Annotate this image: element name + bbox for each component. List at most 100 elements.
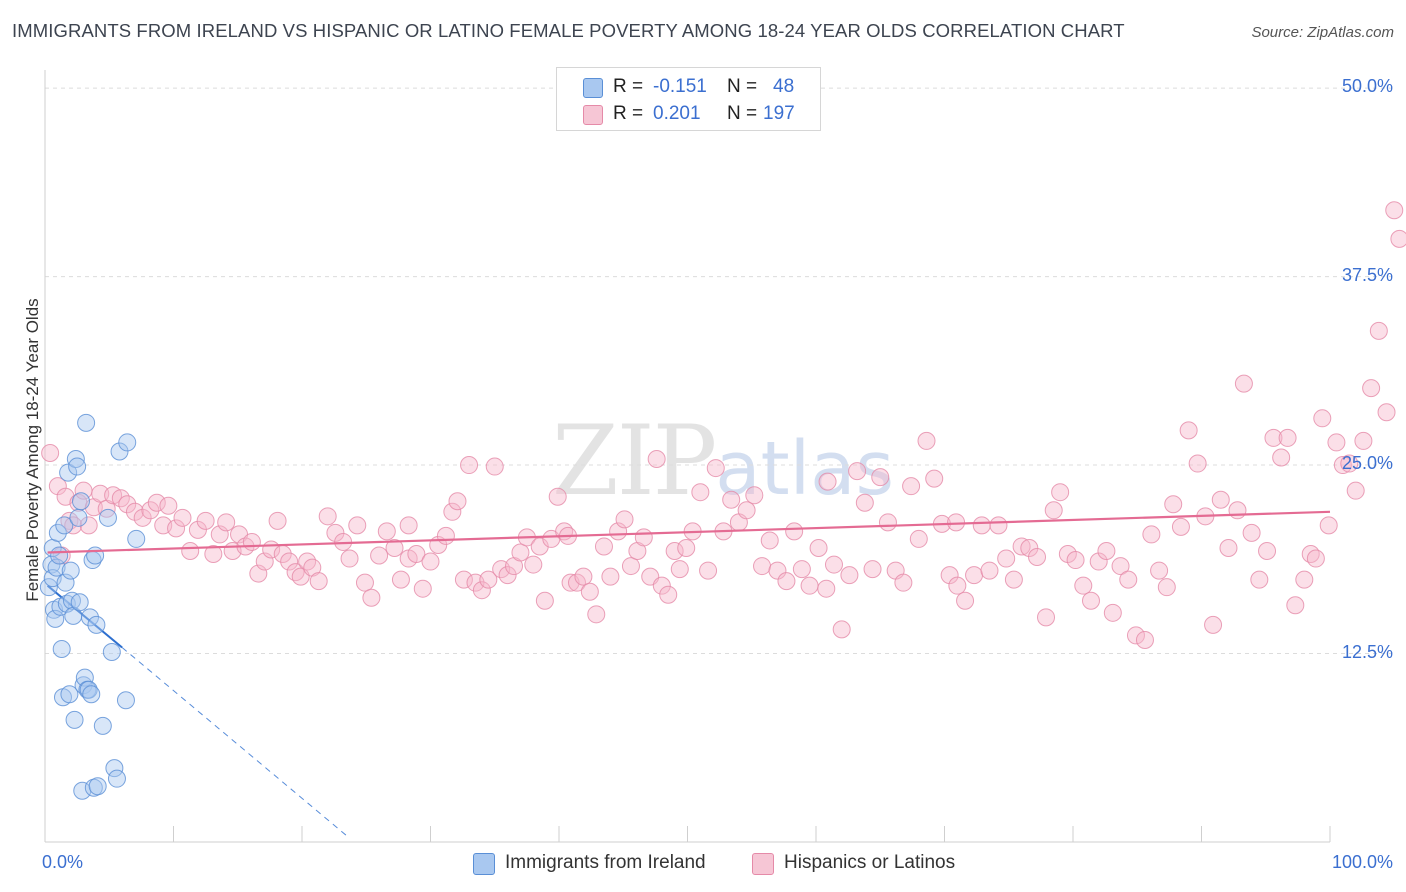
point-hispanic xyxy=(1362,379,1381,398)
point-hispanic xyxy=(580,582,599,601)
point-hispanic xyxy=(965,566,984,585)
point-hispanic xyxy=(1228,501,1247,520)
point-ireland xyxy=(80,608,99,627)
point-hispanic xyxy=(587,605,606,624)
point-hispanic xyxy=(48,477,67,496)
legend-swatch-pink xyxy=(583,105,603,125)
point-hispanic xyxy=(268,511,287,530)
point-ireland xyxy=(105,759,124,778)
point-hispanic xyxy=(785,522,804,541)
trend-lines-pink xyxy=(47,510,1331,554)
point-ireland xyxy=(55,516,74,535)
point-ireland xyxy=(61,561,80,580)
point-hispanic xyxy=(1012,537,1031,556)
point-hispanic xyxy=(413,579,432,598)
y-tick-label: 37.5% xyxy=(1341,264,1393,285)
point-hispanic xyxy=(535,591,554,610)
point-hispanic xyxy=(1354,431,1373,450)
point-hispanic xyxy=(1286,596,1305,615)
point-hispanic xyxy=(745,486,764,505)
point-hispanic xyxy=(989,516,1008,535)
point-hispanic xyxy=(454,570,473,589)
point-hispanic xyxy=(133,508,152,527)
point-hispanic xyxy=(1171,517,1190,536)
point-hispanic xyxy=(1103,603,1122,622)
point-hispanic xyxy=(443,502,462,521)
point-hispanic xyxy=(1089,552,1108,571)
point-hispanic xyxy=(407,545,426,564)
point-hispanic xyxy=(399,516,418,535)
point-hispanic xyxy=(326,523,345,542)
point-ireland xyxy=(98,508,117,527)
bottom-legend-swatch-pink xyxy=(752,853,774,875)
series-hispanics-points xyxy=(41,201,1406,649)
point-hispanic xyxy=(479,570,498,589)
point-hispanic xyxy=(147,493,166,512)
point-hispanic xyxy=(1179,421,1198,440)
point-hispanic xyxy=(956,591,975,610)
point-ireland xyxy=(56,573,75,592)
point-ireland xyxy=(70,593,89,612)
point-ireland xyxy=(110,442,129,461)
point-hispanic xyxy=(1164,495,1183,514)
point-hispanic xyxy=(385,538,404,557)
point-ireland xyxy=(87,615,106,634)
legend-n-label: N = xyxy=(727,76,758,97)
point-hispanic xyxy=(159,496,178,515)
point-hispanic xyxy=(173,508,192,527)
point-hispanic xyxy=(498,566,517,585)
legend-n-value: 197 xyxy=(763,103,795,124)
watermark: ZIPatlas xyxy=(552,405,894,517)
point-ireland xyxy=(116,691,135,710)
point-hispanic xyxy=(1150,561,1169,580)
point-ireland xyxy=(107,769,126,788)
point-ireland xyxy=(69,508,88,527)
legend-swatch-blue xyxy=(583,78,603,98)
stats-legend: R = -0.151 N = 48 R = 0.201 N = 197 xyxy=(556,67,821,131)
legend-r-value: 0.201 xyxy=(653,103,701,124)
point-hispanic xyxy=(948,576,967,595)
point-hispanic xyxy=(1234,374,1253,393)
point-hispanic xyxy=(1142,525,1161,544)
point-hispanic xyxy=(1188,454,1207,473)
point-hispanic xyxy=(792,560,811,579)
watermark-atlas: atlas xyxy=(715,426,895,512)
point-hispanic xyxy=(1126,626,1145,645)
point-hispanic xyxy=(1051,483,1070,502)
point-hispanic xyxy=(1028,548,1047,567)
point-hispanic xyxy=(840,566,859,585)
point-hispanic xyxy=(722,490,741,509)
point-hispanic xyxy=(1377,403,1396,422)
point-hispanic xyxy=(436,526,455,545)
point-ireland xyxy=(50,546,69,565)
point-hispanic xyxy=(472,581,491,600)
point-hispanic xyxy=(1242,523,1261,542)
point-hispanic xyxy=(181,541,200,560)
point-hispanic xyxy=(1319,516,1338,535)
point-ireland xyxy=(46,609,65,628)
point-hispanic xyxy=(355,573,374,592)
point-ireland xyxy=(71,492,90,511)
point-hispanic xyxy=(768,561,787,580)
point-hispanic xyxy=(1306,549,1325,568)
point-hispanic xyxy=(217,513,236,532)
point-hispanic xyxy=(1278,428,1297,447)
point-hispanic xyxy=(524,555,543,574)
point-hispanic xyxy=(460,456,479,475)
point-hispanic xyxy=(647,450,666,469)
y-tick-label: 12.5% xyxy=(1341,641,1393,662)
point-hispanic xyxy=(377,522,396,541)
point-ireland xyxy=(47,558,66,577)
point-ireland xyxy=(48,523,67,542)
point-hispanic xyxy=(601,567,620,586)
point-hispanic xyxy=(980,561,999,580)
y-tick-label: 50.0% xyxy=(1341,76,1393,97)
point-hispanic xyxy=(878,513,897,532)
point-hispanic xyxy=(370,546,389,565)
point-ireland xyxy=(39,578,58,597)
trend-lines-blue xyxy=(46,584,348,837)
point-hispanic xyxy=(1157,578,1176,597)
point-hispanic xyxy=(1340,454,1359,473)
point-hispanic xyxy=(318,507,337,526)
